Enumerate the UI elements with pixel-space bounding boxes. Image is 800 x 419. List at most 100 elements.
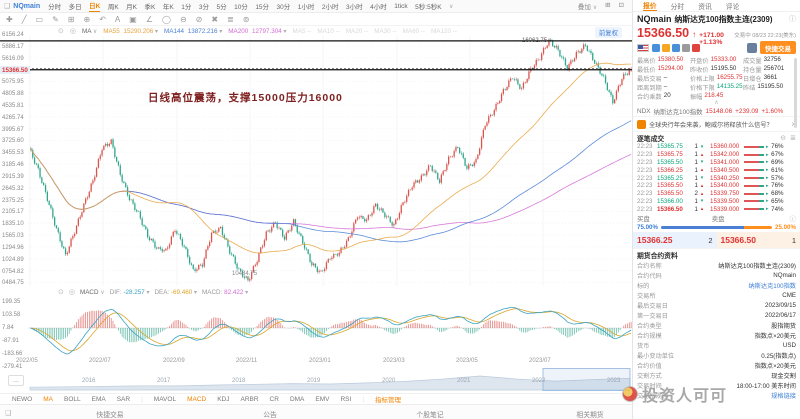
timeframe-1tick[interactable]: 1tick bbox=[394, 2, 408, 10]
news-banner[interactable]: 全球央行年会来袭，鲍威尔将释放什么信号？ × bbox=[633, 117, 800, 132]
collapse-icon[interactable]: ⊖ bbox=[780, 134, 787, 142]
timeframe-10分[interactable]: 10分 bbox=[234, 4, 248, 11]
candle-body bbox=[573, 58, 576, 62]
overlay-button[interactable]: 叠加 ∨ bbox=[577, 4, 598, 11]
bid-cell[interactable]: 15366.25 2 bbox=[633, 232, 717, 249]
indicator-tab-MACD[interactable]: MACD bbox=[187, 395, 207, 403]
timeframe-3分[interactable]: 3分 bbox=[198, 4, 209, 11]
quote-row: 最高价 15380.50 开盘价 15333.00 成交量 32756 bbox=[637, 56, 796, 65]
pencil-icon[interactable]: ✎ bbox=[52, 14, 59, 24]
indicator-manage-button[interactable]: 指标管理 bbox=[375, 397, 402, 404]
indicator-eye-icon[interactable]: ◎ bbox=[69, 28, 76, 35]
ma-group-label[interactable]: MA ∨ bbox=[81, 27, 98, 35]
tick-price: 15365.75 bbox=[657, 143, 683, 151]
indicator-tab-SAR[interactable]: SAR bbox=[116, 395, 131, 403]
panel-tab-资讯[interactable]: 资讯 bbox=[698, 3, 712, 11]
panel-tab-分时[interactable]: 分时 bbox=[670, 3, 685, 11]
timeframe-5分[interactable]: 5分 bbox=[216, 4, 227, 11]
delete-icon[interactable]: ✖ bbox=[211, 14, 219, 24]
timeframe-15分[interactable]: 15分 bbox=[255, 4, 270, 11]
trendline-icon[interactable]: ╱ bbox=[21, 14, 27, 24]
timeframe-1分[interactable]: 1分 bbox=[181, 4, 192, 11]
indicator-tab-KDJ[interactable]: KDJ bbox=[217, 395, 230, 403]
timeframe-4小时[interactable]: 4小时 bbox=[370, 4, 387, 11]
candle-body bbox=[110, 139, 112, 145]
macd-eye-icon[interactable]: ◎ bbox=[68, 289, 75, 296]
bottom-tab-相关期货[interactable]: 相关期货 bbox=[576, 412, 604, 419]
ask-cell[interactable]: 15366.50 1 bbox=[716, 232, 800, 249]
chart-settings-icon[interactable]: ⊞ bbox=[605, 2, 611, 9]
indicator-tab-NEWO[interactable]: NEWO bbox=[12, 395, 33, 403]
indicator-tab-CR[interactable]: CR bbox=[269, 395, 279, 403]
bottom-tab-公告[interactable]: 公告 bbox=[263, 412, 277, 419]
timeframe-3小时[interactable]: 3小时 bbox=[346, 4, 363, 11]
macd-settings-icon[interactable]: ⊙ bbox=[58, 289, 64, 296]
indicator-tab-MA[interactable]: MA bbox=[43, 395, 53, 403]
book-info-icon[interactable]: ⓘ bbox=[789, 215, 796, 223]
trade-tool-icon[interactable] bbox=[747, 42, 757, 53]
timeframe-年K[interactable]: 年K bbox=[162, 4, 174, 11]
panel-tab-报价[interactable]: 报价 bbox=[643, 0, 657, 11]
rectangle-icon[interactable]: ▭ bbox=[35, 14, 44, 24]
timeframe-周K[interactable]: 周K bbox=[107, 4, 119, 11]
macd-pane[interactable] bbox=[0, 298, 632, 358]
timeframe-5秒:5秒K[interactable]: 5秒:5秒K bbox=[415, 4, 442, 11]
chart-navigator[interactable] bbox=[0, 368, 632, 392]
ladder-price: 15339.500 bbox=[710, 197, 740, 205]
timeframe-日K[interactable]: 日K bbox=[89, 0, 101, 12]
macd-title[interactable]: MACD ∨ bbox=[79, 288, 105, 296]
banner-close-icon[interactable]: × bbox=[791, 120, 796, 129]
info-icon[interactable]: ⓘ bbox=[789, 16, 796, 23]
plus-circle-icon[interactable]: ⊕ bbox=[83, 14, 91, 24]
angle-icon[interactable]: ∠ bbox=[145, 14, 153, 24]
timeframe-季K[interactable]: 季K bbox=[144, 4, 156, 11]
timeframe-多日[interactable]: 多日 bbox=[68, 4, 82, 11]
bottom-tab-个股笔记[interactable]: 个股笔记 bbox=[416, 412, 444, 419]
list-icon[interactable]: ≣ bbox=[790, 134, 796, 142]
timeframe-分时[interactable]: 分时 bbox=[48, 4, 62, 11]
text-icon[interactable]: A bbox=[114, 14, 121, 24]
contract-value[interactable]: 纳斯达克100指数 bbox=[748, 282, 796, 290]
timeframe-1小时[interactable]: 1小时 bbox=[297, 4, 315, 11]
panel-toggle-icon[interactable]: ❑ bbox=[5, 410, 12, 417]
list-icon[interactable]: ≣ bbox=[227, 14, 234, 24]
panel-tab-评论[interactable]: 评论 bbox=[725, 3, 740, 11]
underlying-index-row[interactable]: NDX 纳斯达克100指数 15148.06 +239.09 +1.60% bbox=[633, 107, 800, 117]
indicator-tab-ARBR[interactable]: ARBR bbox=[240, 395, 259, 403]
indicator-tab-DMA[interactable]: DMA bbox=[289, 395, 305, 403]
indicator-tab-EMA[interactable]: EMA bbox=[91, 395, 106, 403]
undo-icon[interactable]: ↶ bbox=[99, 14, 106, 24]
navigator-more-button[interactable]: ... bbox=[8, 375, 24, 386]
indicator-tab-MAVOL[interactable]: MAVOL bbox=[153, 395, 177, 403]
timeframe-30分[interactable]: 30分 bbox=[276, 4, 291, 11]
bottom-tab-快捷交易[interactable]: 快捷交易 bbox=[96, 412, 124, 419]
target-icon[interactable]: ⊚ bbox=[242, 14, 250, 24]
grid-icon[interactable]: ⊞ bbox=[67, 14, 75, 24]
contract-value[interactable]: 规格链接 bbox=[771, 392, 796, 400]
date-axis-label: 2022/11 bbox=[236, 358, 258, 364]
slash-circle-icon[interactable]: ⊘ bbox=[195, 14, 203, 24]
circle-icon[interactable]: ◯ bbox=[161, 14, 171, 24]
candle-body bbox=[234, 256, 236, 264]
fullscreen-icon[interactable]: ⊡ bbox=[618, 2, 624, 9]
scrollbar-thumb[interactable] bbox=[794, 58, 797, 128]
indicator-tab-EMV[interactable]: EMV bbox=[315, 395, 330, 403]
window-icon[interactable]: ❑ bbox=[4, 3, 11, 10]
price-adjust-chip[interactable]: 前复权 bbox=[595, 27, 622, 38]
quote-collapse-icon[interactable]: ∧ bbox=[714, 100, 719, 106]
panel-icon[interactable]: ▣ bbox=[129, 14, 137, 24]
timeframe-2小时[interactable]: 2小时 bbox=[321, 4, 339, 11]
news-text[interactable]: 全球央行年会来袭，鲍威尔将释放什么信号？ bbox=[649, 121, 773, 129]
indicator-tab-BOLL[interactable]: BOLL bbox=[63, 395, 81, 403]
indicator-settings-icon[interactable]: ⊙ bbox=[58, 28, 64, 35]
indicator-tab-RSI[interactable]: RSI bbox=[340, 395, 352, 403]
candlestick-chart[interactable] bbox=[0, 36, 632, 286]
minus-circle-icon[interactable]: ⊖ bbox=[179, 14, 187, 24]
candle-body bbox=[356, 217, 359, 220]
timeframe-more-chevron-icon[interactable]: ∨ bbox=[449, 3, 454, 10]
crosshair-icon[interactable]: ✚ bbox=[6, 14, 13, 24]
timeframe-月K[interactable]: 月K bbox=[126, 4, 138, 11]
candle-body bbox=[134, 203, 136, 210]
quick-trade-button[interactable]: 快捷交易 bbox=[760, 41, 796, 54]
quote-label: 开盘价 bbox=[690, 58, 709, 65]
